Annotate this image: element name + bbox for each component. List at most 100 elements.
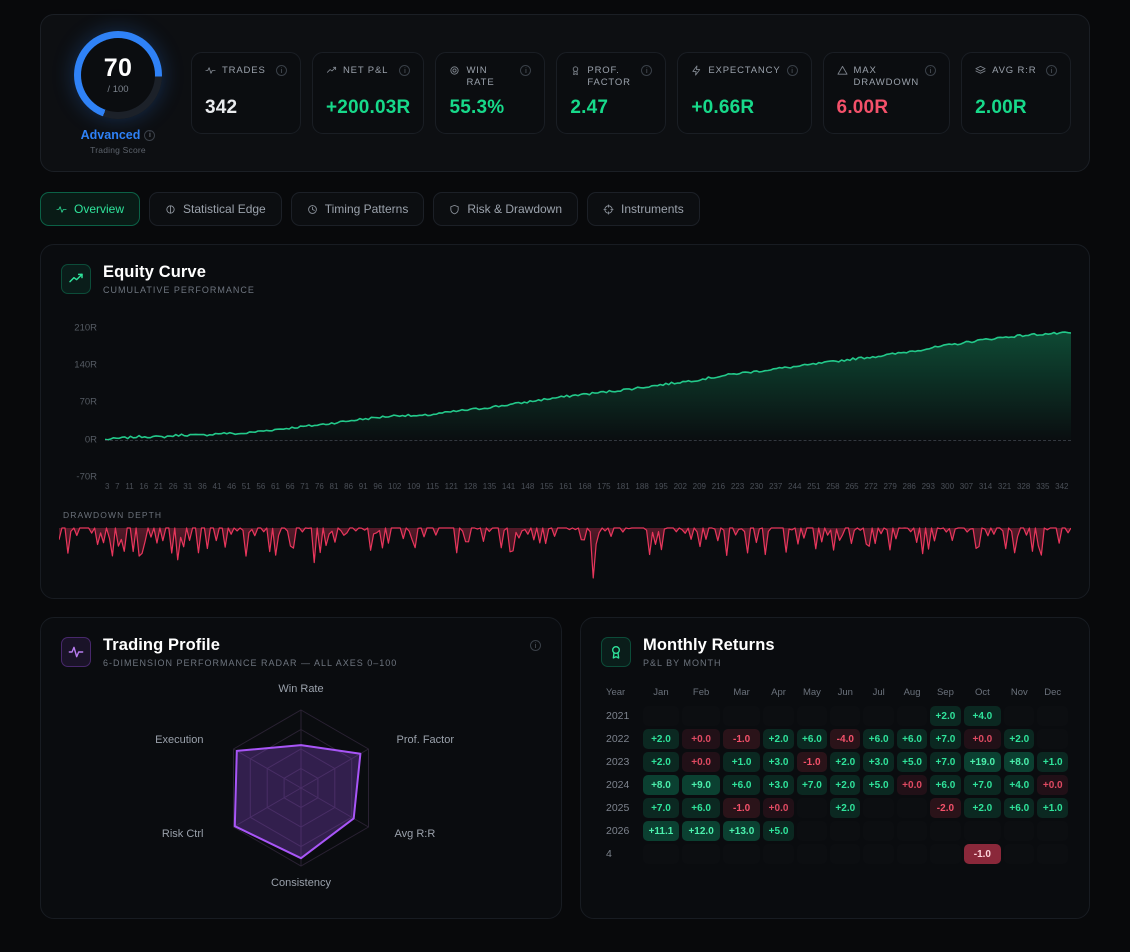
kpi-card-net-p-l: NET P&L i +200.03R (311, 52, 425, 134)
column-header: May (802, 687, 821, 698)
kpi-card-win-rate: WIN RATE i 55.3% (435, 52, 546, 134)
month-cell: +0.0 (682, 752, 720, 772)
tab-risk-drawdown[interactable]: Risk & Drawdown (433, 192, 579, 226)
month-cell: -1.0 (722, 729, 761, 749)
tab-instruments[interactable]: Instruments (587, 192, 700, 226)
month-cell: · (723, 706, 761, 726)
info-icon[interactable]: i (144, 129, 156, 141)
x-axis-tick: 155 (540, 482, 554, 491)
x-axis-tick: 181 (616, 482, 630, 491)
x-axis-tick: 86 (344, 482, 354, 491)
month-cell: +6.0 (682, 798, 720, 818)
info-icon[interactable]: i (786, 65, 798, 77)
month-cell: · (797, 706, 827, 726)
equity-panel-header: Equity Curve CUMULATIVE PERFORMANCE (41, 245, 1089, 295)
clock-icon (307, 204, 318, 215)
trading-score-block: 70 / 100 Advanced i Trading Score (59, 31, 177, 155)
month-cell: +2.0 (763, 729, 794, 749)
x-axis-tick: 258 (826, 482, 840, 491)
month-cell: · (897, 844, 927, 864)
month-cell: +2.0 (830, 752, 861, 772)
tab-label: Overview (74, 202, 125, 216)
x-axis-tick: 237 (768, 482, 783, 491)
kpi-header: NET P&L i (326, 65, 411, 77)
month-cell: +2.0 (830, 775, 861, 795)
month-cell: · (1037, 706, 1068, 726)
info-icon[interactable]: i (530, 640, 541, 651)
x-axis-tick: 76 (314, 482, 324, 491)
radar-chart: Win Rate Prof. Factor Avg R:R Consistency Ri… (155, 684, 454, 889)
column-header: Nov (1010, 687, 1028, 698)
x-axis-tick: 3 (105, 482, 110, 491)
kpi-label-text: WIN RATE (466, 65, 495, 88)
month-cell: · (682, 706, 720, 726)
kpi-label: PROF. FACTOR (570, 65, 635, 89)
monthly-returns-panel: Monthly Returns P&L BY MONTH Year Jan Feb M… (580, 617, 1090, 919)
x-axis-tick: 81 (329, 482, 339, 491)
score-ring: 70 / 100 (74, 31, 162, 119)
info-icon[interactable]: i (925, 65, 937, 77)
month-cell: +12.0 (682, 821, 720, 841)
panel-title: Trading Profile (103, 636, 221, 654)
x-axis-tick: 135 (482, 482, 497, 491)
column-header: Jul (872, 687, 885, 698)
row-year: 2022 (606, 733, 630, 745)
month-cell: +8.0 (642, 775, 680, 795)
month-cell: -2.0 (930, 798, 961, 818)
month-cell: +5.0 (896, 752, 928, 772)
info-icon[interactable]: i (1046, 65, 1058, 77)
shield-icon (449, 204, 460, 215)
month-cell: · (897, 706, 927, 726)
kpi-header: PROF. FACTOR i (570, 65, 653, 89)
info-icon[interactable]: i (275, 65, 287, 77)
month-cell: +2.0 (830, 798, 861, 818)
panel-subtitle: 6-DIMENSION PERFORMANCE RADAR — ALL AXES… (103, 658, 398, 668)
month-cell: +8.0 (1004, 752, 1035, 772)
x-axis-tick: 230 (749, 482, 764, 491)
month-cell: · (1037, 729, 1068, 749)
tab-timing-patterns[interactable]: Timing Patterns (290, 192, 425, 226)
x-axis-tick: 121 (444, 482, 458, 491)
pulse-icon (61, 637, 91, 667)
info-icon[interactable]: i (399, 65, 411, 77)
month-cell: +2.0 (1004, 729, 1035, 749)
table-row: 2023 +2.0 +0.0 +1.0 +3.0 -1.0 +2.0 +3.0 +5.0 +7.0… (602, 752, 1068, 772)
month-cell: +1.0 (1037, 752, 1068, 772)
kpi-label: NET P&L (326, 65, 388, 77)
column-header: Mar (733, 687, 750, 698)
month-cell: · (797, 821, 827, 841)
x-axis-tick: 307 (959, 482, 974, 491)
month-cell: · (863, 798, 893, 818)
month-cell: +6.0 (796, 729, 828, 749)
kpi-header: TRADES i (205, 65, 287, 77)
month-cell: +6.0 (722, 775, 761, 795)
row-year: 2024 (606, 779, 630, 791)
tab-label: Risk & Drawdown (467, 202, 563, 216)
kpi-strip: 70 / 100 Advanced i Trading Score TRADES… (40, 14, 1090, 172)
month-cell: +7.0 (963, 775, 1002, 795)
score-level-text: Advanced (80, 128, 141, 142)
tab-statistical-edge[interactable]: Statistical Edge (149, 192, 282, 226)
kpi-label-text: PROF. FACTOR (587, 65, 631, 88)
monthly-returns-table: Year Jan Feb Mar Apr May Jun Jul Aug Sep Oct Nov Dec… (599, 682, 1071, 867)
month-cell: · (863, 844, 893, 864)
x-axis-tick: 265 (845, 482, 859, 491)
column-header: Feb (692, 687, 710, 698)
info-icon[interactable]: i (641, 65, 653, 77)
medal-icon (601, 637, 631, 667)
month-cell: · (863, 706, 893, 726)
info-icon[interactable]: i (520, 65, 532, 77)
tab-label: Instruments (621, 202, 684, 216)
row-year: 2021 (606, 710, 630, 722)
tab-overview[interactable]: Overview (40, 192, 141, 226)
column-header: Aug (903, 687, 921, 698)
row-year: 4 (606, 848, 612, 860)
x-axis-tick: 175 (597, 482, 611, 491)
month-cell: +5.0 (863, 775, 894, 795)
month-cell: +0.0 (963, 729, 1002, 749)
month-cell: +3.0 (763, 775, 794, 795)
month-cell: +6.0 (896, 729, 928, 749)
x-axis-tick: 342 (1055, 482, 1069, 491)
kpi-cards: TRADES i 342 NET P&L i +200.03R WIN RATE… (191, 52, 1072, 134)
target-icon (449, 65, 460, 76)
